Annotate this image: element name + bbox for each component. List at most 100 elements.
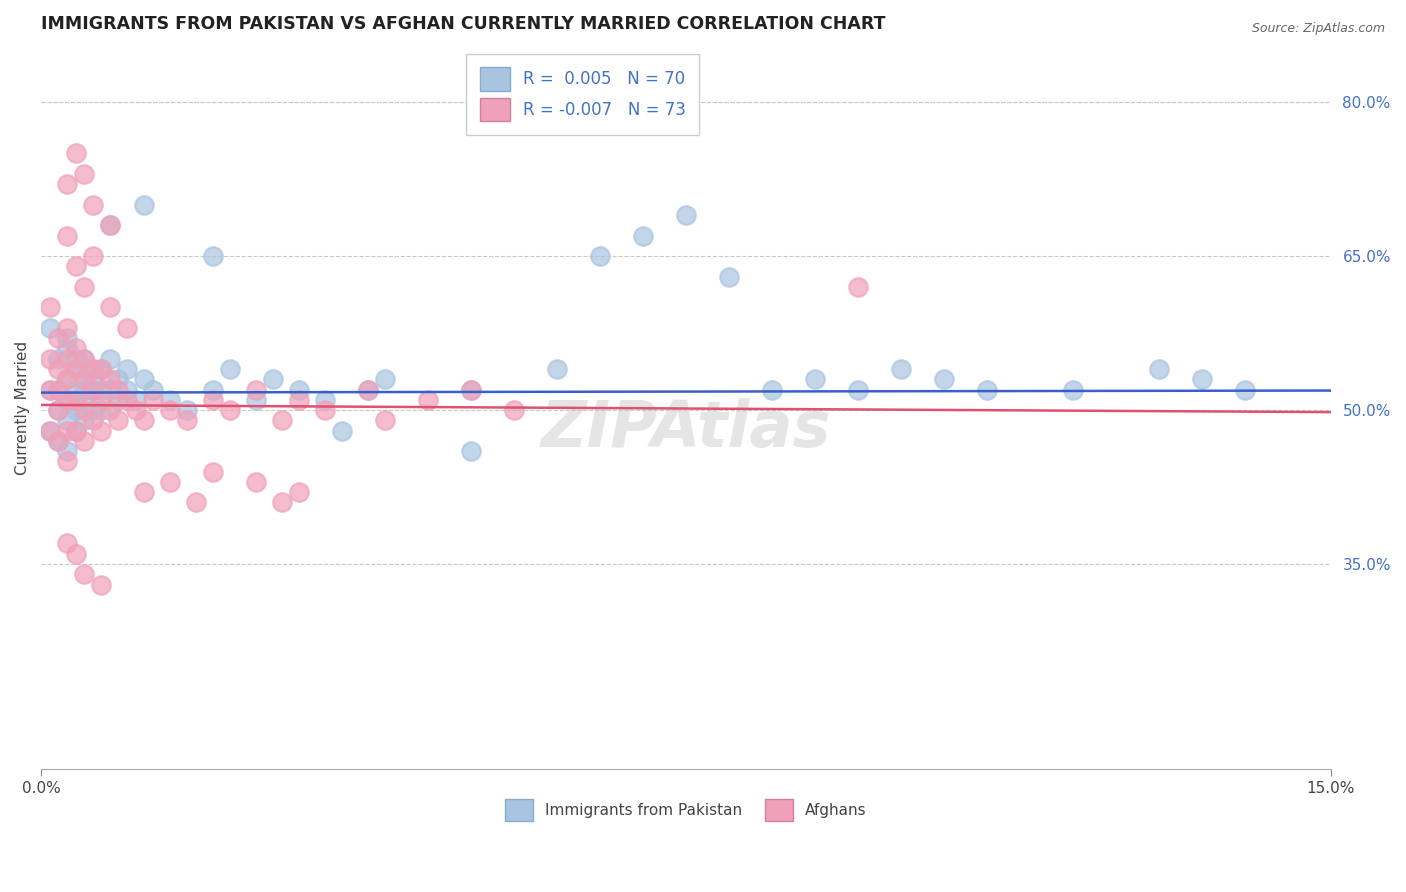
Text: ZIPAtlas: ZIPAtlas <box>541 398 831 460</box>
Point <box>46 383 69 397</box>
Point <box>717 269 740 284</box>
Point <box>976 383 998 397</box>
Point <box>107 413 129 427</box>
Text: Source: ZipAtlas.com: Source: ZipAtlas.com <box>1251 22 1385 36</box>
Point <box>56 372 79 386</box>
Point <box>176 403 198 417</box>
Point <box>1191 372 1213 386</box>
Point <box>1062 383 1084 397</box>
Text: IMMIGRANTS FROM PAKISTAN VS AFGHAN CURRENTLY MARRIED CORRELATION CHART: IMMIGRANTS FROM PAKISTAN VS AFGHAN CURRE… <box>41 15 886 33</box>
Point <box>374 413 396 427</box>
Point <box>761 383 783 397</box>
Point <box>159 403 181 417</box>
Point <box>357 383 380 397</box>
Point <box>460 383 482 397</box>
Point <box>115 383 138 397</box>
Point <box>219 403 242 417</box>
Point <box>589 249 612 263</box>
Point <box>176 413 198 427</box>
Point <box>38 351 60 366</box>
Point <box>159 392 181 407</box>
Point <box>46 331 69 345</box>
Point <box>460 383 482 397</box>
Point <box>82 383 104 397</box>
Point <box>245 475 267 489</box>
Point <box>38 424 60 438</box>
Point <box>73 280 96 294</box>
Point <box>56 331 79 345</box>
Point <box>73 351 96 366</box>
Point <box>184 495 207 509</box>
Point <box>460 444 482 458</box>
Point <box>73 167 96 181</box>
Point <box>675 208 697 222</box>
Point <box>38 424 60 438</box>
Point <box>125 403 148 417</box>
Point <box>73 403 96 417</box>
Point <box>115 362 138 376</box>
Point <box>82 249 104 263</box>
Point <box>98 403 121 417</box>
Point <box>932 372 955 386</box>
Point <box>56 392 79 407</box>
Point <box>90 392 112 407</box>
Point <box>65 383 87 397</box>
Point <box>73 383 96 397</box>
Point <box>46 434 69 448</box>
Point <box>82 403 104 417</box>
Point <box>56 342 79 356</box>
Point <box>73 351 96 366</box>
Point <box>56 454 79 468</box>
Point <box>374 372 396 386</box>
Legend: Immigrants from Pakistan, Afghans: Immigrants from Pakistan, Afghans <box>499 793 873 827</box>
Point <box>46 403 69 417</box>
Point <box>270 495 292 509</box>
Point <box>134 198 156 212</box>
Point <box>245 392 267 407</box>
Point <box>38 321 60 335</box>
Point <box>82 198 104 212</box>
Point <box>65 403 87 417</box>
Point <box>107 372 129 386</box>
Point <box>56 351 79 366</box>
Point <box>314 403 336 417</box>
Point <box>82 413 104 427</box>
Point <box>65 146 87 161</box>
Point <box>546 362 568 376</box>
Point <box>82 372 104 386</box>
Point <box>38 301 60 315</box>
Point <box>98 351 121 366</box>
Point <box>416 392 439 407</box>
Point <box>90 577 112 591</box>
Point <box>90 362 112 376</box>
Point <box>46 351 69 366</box>
Point <box>846 280 869 294</box>
Point <box>107 392 129 407</box>
Point <box>56 536 79 550</box>
Point <box>134 485 156 500</box>
Point <box>65 362 87 376</box>
Point <box>890 362 912 376</box>
Point <box>38 383 60 397</box>
Point <box>56 228 79 243</box>
Point <box>125 392 148 407</box>
Point <box>270 413 292 427</box>
Point <box>56 424 79 438</box>
Point <box>98 219 121 233</box>
Point <box>115 392 138 407</box>
Point <box>56 178 79 192</box>
Y-axis label: Currently Married: Currently Married <box>15 341 30 475</box>
Point <box>107 383 129 397</box>
Point <box>631 228 654 243</box>
Point <box>73 392 96 407</box>
Point <box>82 362 104 376</box>
Point <box>46 383 69 397</box>
Point <box>65 260 87 274</box>
Point <box>202 465 225 479</box>
Point <box>159 475 181 489</box>
Point <box>46 362 69 376</box>
Point <box>134 372 156 386</box>
Point <box>65 424 87 438</box>
Point <box>98 372 121 386</box>
Point <box>98 383 121 397</box>
